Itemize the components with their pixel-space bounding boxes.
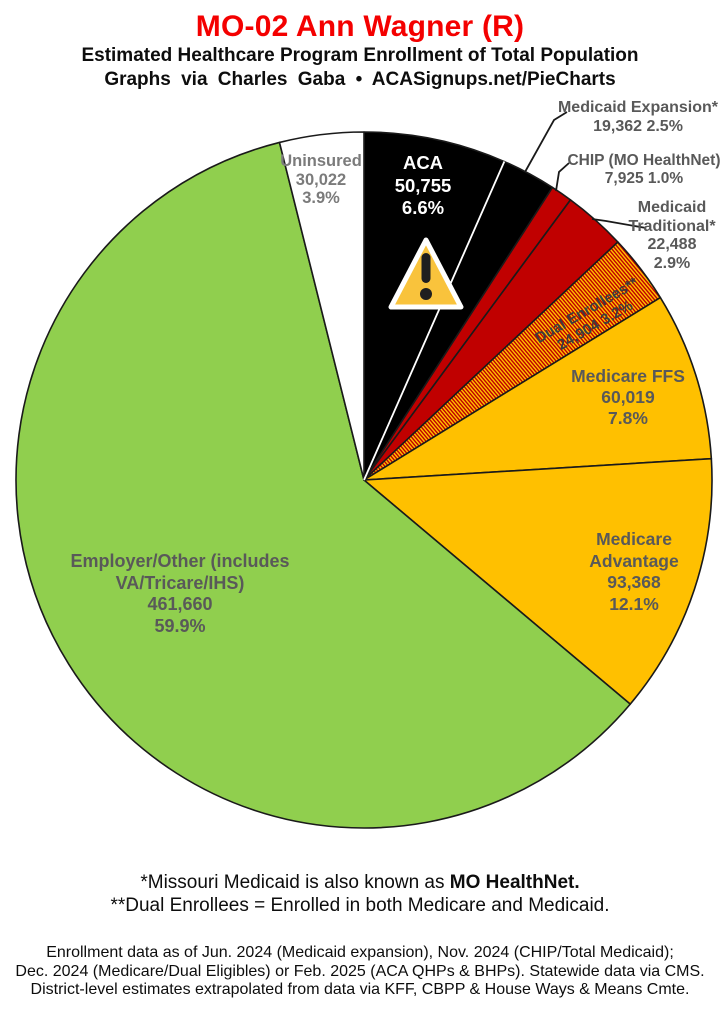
slice-label-medicaid-expansion: Medicaid Expansion* 19,362 2.5% [558,98,718,136]
slice-pct: 2.9% [653,254,691,272]
slice-label-chip: CHIP (MO HealthNet) 7,925 1.0% [567,152,720,188]
footnote-medicaid: *Missouri Medicaid is also known as MO H… [140,872,580,893]
slice-name: Medicaid Traditional* [628,199,716,235]
slice-label-employer-other: Employer/Other (includes VA/Tricare/IHS)… [30,551,330,637]
slice-name: Medicare FFS [571,366,685,386]
pie-slice-employer-other [15,141,632,829]
slice-pct: 6.6% [401,197,445,218]
slice-label-aca: ACA 50,755 6.6% [395,152,452,220]
slice-name: Uninsured [280,152,362,170]
slice-label-medicare-ffs: Medicare FFS 60,019 7.8% [571,366,685,429]
slice-label-uninsured: Uninsured 30,022 3.9% [280,152,362,208]
slice-name: Employer/Other (includes VA/Tricare/IHS) [70,551,290,593]
slice-name: Medicare Advantage [589,529,679,571]
leader-lines [524,111,647,229]
slice-label-medicaid-traditional: Medicaid Traditional* 22,488 2.9% [607,199,720,273]
slice-pct: 12.1% [609,593,659,614]
chart-subtitle: Estimated Healthcare Program Enrollment … [81,45,639,66]
footnotes: *Missouri Medicaid is also known as MO H… [0,872,720,917]
source-line-1: Enrollment data as of Jun. 2024 (Medicai… [46,944,674,961]
pie-slice-medicare-advantage [363,457,713,705]
footnote-dual: **Dual Enrollees = Enrolled in both Medi… [110,894,610,916]
slice-value: 60,019 [601,387,655,407]
warning-triangle-icon [388,237,464,310]
medicaid-expansion-leader-line [524,111,568,173]
chip-leader-line [555,162,570,192]
pie-slice-medicare-ffs [363,296,713,481]
slice-value-pct: 7,925 1.0% [604,170,684,187]
slice-value: 30,022 [295,170,347,189]
credit-line: Graphs via Charles Gaba • ACASignups.net… [104,69,616,90]
medicaid-traditional-leader-line [591,218,647,229]
slice-pct: 3.9% [302,189,340,207]
pie-slice-uninsured [278,131,365,481]
slice-name: CHIP (MO HealthNet) [567,152,720,169]
source-note: Enrollment data as of Jun. 2024 (Medicai… [0,944,720,1000]
slice-pct: 59.9% [154,615,206,636]
slice-value-pct: 19,362 2.5% [593,118,683,135]
slice-value: 22,488 [647,236,697,253]
header: MO-02 Ann Wagner (R) Estimated Healthcar… [0,10,720,92]
pie-slices [15,131,713,829]
slice-pct: 7.8% [608,408,648,428]
source-line-2: Dec. 2024 (Medicare/Dual Eligibles) or F… [15,962,705,980]
slice-value: 461,660 [147,594,213,614]
slice-name: Medicaid Expansion* [557,99,719,116]
aca-expansion-divider-line [363,161,506,481]
slice-value: 93,368 [607,572,661,592]
page-title: MO-02 Ann Wagner (R) [195,10,525,43]
slice-value: 50,755 [394,174,452,196]
slice-name: ACA [402,152,444,173]
source-line-3: District-level estimates extrapolated fr… [30,981,690,999]
slice-label-medicare-advantage: Medicare Advantage 93,368 12.1% [564,529,704,615]
